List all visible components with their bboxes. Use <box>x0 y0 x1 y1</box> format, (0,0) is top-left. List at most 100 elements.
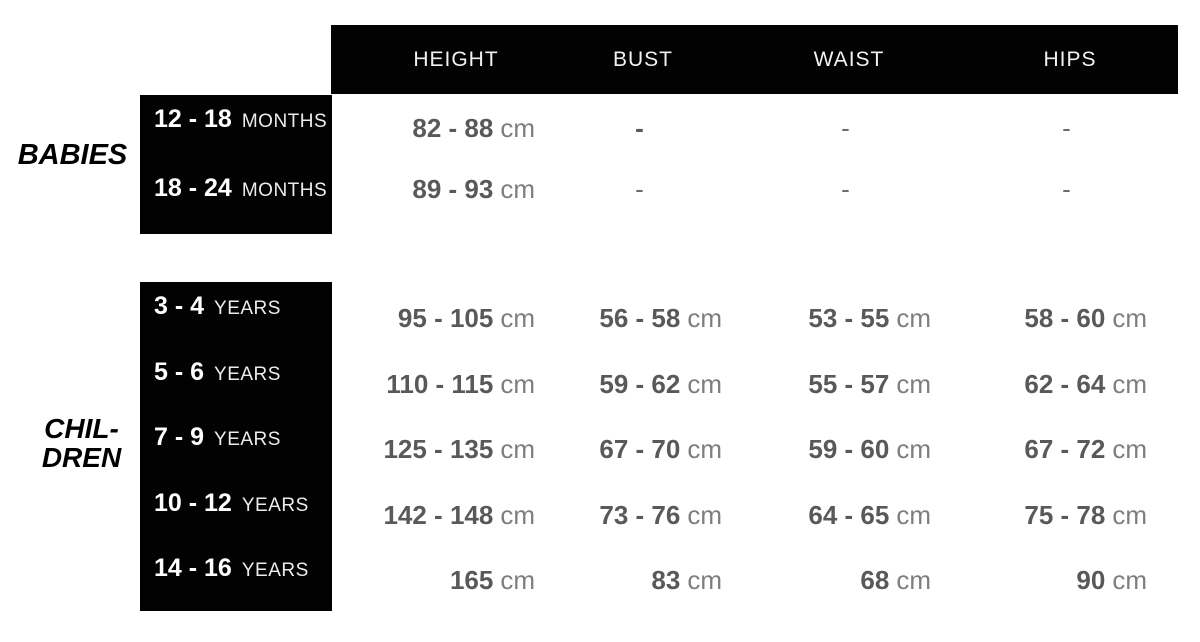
measurement-cell-waist: 55 - 57 cm <box>767 366 931 402</box>
measurement-value: 73 - 76 <box>599 500 681 530</box>
measurement-value: 125 - 135 <box>383 434 494 464</box>
measurement-value: 82 - 88 <box>412 113 494 143</box>
measurement-value: 58 - 60 <box>1024 303 1106 333</box>
age-row-label: 10 - 12 YEARS <box>154 485 330 521</box>
measurement-unit: cm <box>1112 434 1147 464</box>
measurement-unit: cm <box>687 369 722 399</box>
measurement-cell-waist: - <box>767 110 931 146</box>
measurement-unit: cm <box>687 434 722 464</box>
age-unit: YEARS <box>241 495 309 516</box>
group-label-children: CHIL- DREN <box>0 414 163 472</box>
measurement-unit: cm <box>896 369 931 399</box>
measurement-value: 90 <box>1076 565 1106 595</box>
age-range: 12 - 18 <box>154 105 232 133</box>
measurement-cell-hips: - <box>993 171 1147 207</box>
table-row: 125 - 135 cm 67 - 70 cm 59 - 60 cm 67 - 72 c… <box>0 431 1200 467</box>
age-unit: MONTHS <box>241 111 328 132</box>
measurement-value: 68 <box>860 565 890 595</box>
measurement-cell-height: 95 - 105 cm <box>377 300 535 336</box>
measurement-cell-waist: 68 cm <box>767 562 931 598</box>
age-row-label: 18 - 24 MONTHS <box>154 170 330 206</box>
measurement-cell-height: 142 - 148 cm <box>377 497 535 533</box>
table-row: 82 - 88 cm - - - <box>0 110 1200 146</box>
measurement-value: 67 - 72 <box>1024 434 1106 464</box>
measurement-cell-bust: 56 - 58 cm <box>564 300 722 336</box>
measurement-value: 142 - 148 <box>383 500 494 530</box>
measurement-cell-hips: 75 - 78 cm <box>993 497 1147 533</box>
table-row: 165 cm 83 cm 68 cm 90 cm <box>0 562 1200 598</box>
age-unit: YEARS <box>214 429 281 450</box>
column-header-height: HEIGHT <box>413 48 499 71</box>
measurement-unit: cm <box>500 369 535 399</box>
measurement-unit: cm <box>896 565 931 595</box>
measurement-unit: cm <box>896 303 931 333</box>
measurement-value: 83 <box>651 565 681 595</box>
measurement-cell-hips: 62 - 64 cm <box>993 366 1147 402</box>
column-header-hips: HIPS <box>1043 48 1097 71</box>
measurement-unit: cm <box>687 303 722 333</box>
group-label-line: DREN <box>41 442 122 473</box>
table-row: 110 - 115 cm 59 - 62 cm 55 - 57 cm 62 - 64 c… <box>0 366 1200 402</box>
measurement-unit: cm <box>1112 565 1147 595</box>
measurement-value: 64 - 65 <box>808 500 890 530</box>
measurement-value: 110 - 115 <box>386 369 494 399</box>
measurement-cell-bust: - <box>564 110 722 146</box>
measurement-unit: cm <box>500 174 535 204</box>
group-label-line: CHIL- <box>44 413 119 444</box>
measurement-cell-waist: 59 - 60 cm <box>767 431 931 467</box>
age-range: 7 - 9 <box>154 423 205 451</box>
measurement-value: 59 - 62 <box>599 369 681 399</box>
measurement-unit: cm <box>896 434 931 464</box>
measurement-value: 55 - 57 <box>808 369 890 399</box>
measurement-cell-hips: - <box>993 110 1147 146</box>
age-range: 14 - 16 <box>154 554 232 582</box>
column-header-bust: BUST <box>612 48 673 71</box>
measurement-value: 165 <box>449 565 494 595</box>
measurement-cell-hips: 58 - 60 cm <box>993 300 1147 336</box>
measurement-unit: cm <box>1112 303 1147 333</box>
measurement-value: 67 - 70 <box>599 434 681 464</box>
age-row-label: 5 - 6 YEARS <box>154 354 330 390</box>
table-header-bar <box>331 25 1178 94</box>
measurement-value: - <box>841 113 850 143</box>
age-unit: MONTHS <box>241 180 328 201</box>
age-unit: YEARS <box>241 560 309 581</box>
measurement-unit: cm <box>500 303 535 333</box>
measurement-cell-height: 82 - 88 cm <box>377 110 535 146</box>
measurement-value: 59 - 60 <box>808 434 890 464</box>
measurement-unit: cm <box>1112 500 1147 530</box>
table-row: 142 - 148 cm 73 - 76 cm 64 - 65 cm 75 - 78 c… <box>0 497 1200 533</box>
measurement-cell-bust: 73 - 76 cm <box>564 497 722 533</box>
measurement-cell-bust: 83 cm <box>564 562 722 598</box>
measurement-cell-bust: 67 - 70 cm <box>564 431 722 467</box>
measurement-value: - <box>635 174 644 204</box>
measurement-unit: cm <box>500 500 535 530</box>
age-unit: YEARS <box>214 298 281 319</box>
measurement-cell-bust: 59 - 62 cm <box>564 366 722 402</box>
group-label-babies: BABIES <box>0 138 145 172</box>
age-unit: YEARS <box>214 364 281 385</box>
age-row-label: 12 - 18 MONTHS <box>154 101 330 137</box>
measurement-cell-height: 89 - 93 cm <box>377 171 535 207</box>
measurement-unit: cm <box>896 500 931 530</box>
measurement-value: - <box>1062 174 1071 204</box>
table-row: 89 - 93 cm - - - <box>0 171 1200 207</box>
table-row: 95 - 105 cm 56 - 58 cm 53 - 55 cm 58 - 60 cm <box>0 300 1200 336</box>
age-row-label: 3 - 4 YEARS <box>154 288 330 324</box>
measurement-value: 95 - 105 <box>397 303 494 333</box>
measurement-value: 89 - 93 <box>412 174 494 204</box>
age-range: 3 - 4 <box>154 292 205 320</box>
measurement-value: - <box>1062 113 1071 143</box>
age-range: 5 - 6 <box>154 358 205 386</box>
measurement-value: 53 - 55 <box>808 303 890 333</box>
measurement-value: 56 - 58 <box>599 303 681 333</box>
measurement-unit: cm <box>500 113 535 143</box>
age-range: 18 - 24 <box>154 174 232 202</box>
measurement-cell-height: 110 - 115 cm <box>377 366 535 402</box>
measurement-unit: cm <box>1112 369 1147 399</box>
measurement-value: 75 - 78 <box>1024 500 1106 530</box>
measurement-cell-height: 165 cm <box>377 562 535 598</box>
group-label-line: BABIES <box>17 139 128 171</box>
age-row-label: 14 - 16 YEARS <box>154 550 330 586</box>
